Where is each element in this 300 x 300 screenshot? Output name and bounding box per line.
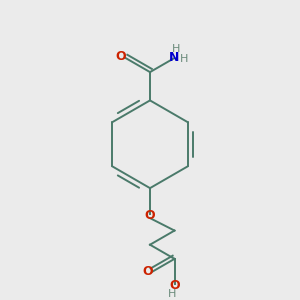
- Text: O: O: [142, 265, 153, 278]
- Text: H: H: [167, 289, 176, 299]
- Text: H: H: [180, 54, 188, 64]
- Text: H: H: [172, 44, 180, 54]
- Text: O: O: [145, 209, 155, 222]
- Text: O: O: [115, 50, 126, 63]
- Text: O: O: [169, 279, 180, 292]
- Text: N: N: [169, 52, 180, 64]
